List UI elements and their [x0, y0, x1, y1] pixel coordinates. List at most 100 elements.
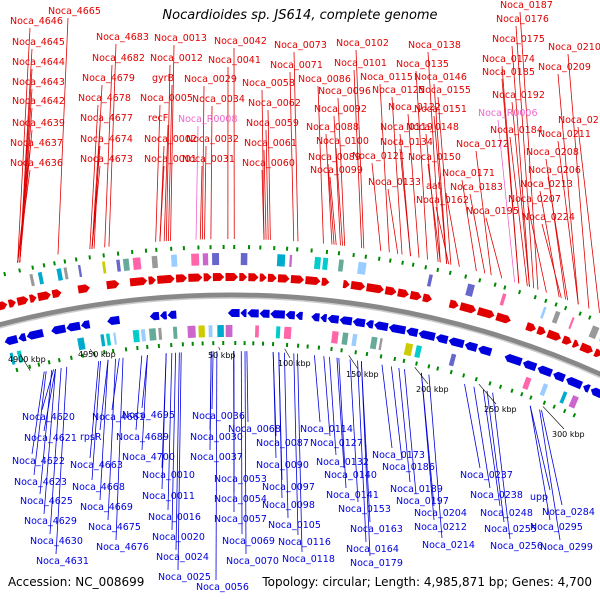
- gene-label-bottom[interactable]: Noca_4700: [122, 452, 175, 463]
- gene-label-bottom[interactable]: Noca_0090: [256, 460, 309, 471]
- gene-label-bottom[interactable]: Noca_4669: [80, 502, 133, 513]
- gene-label-top[interactable]: Noca_0135: [396, 59, 449, 70]
- gene-label-bottom[interactable]: Noca_4695: [122, 410, 175, 421]
- gene-label-top[interactable]: Noca_4679: [82, 73, 135, 84]
- gene-label-bottom[interactable]: Noca_0036: [192, 411, 245, 422]
- gene-label-bottom[interactable]: Noca_0016: [148, 512, 201, 523]
- gene-label-bottom[interactable]: Noca_0010: [142, 470, 195, 481]
- gene-label-top[interactable]: Noca_0206: [528, 165, 581, 176]
- gene-label-top[interactable]: Noca_0210: [548, 42, 600, 53]
- gene-label-bottom[interactable]: Noca_0214: [422, 540, 475, 551]
- gene-label-top[interactable]: Noca_0213: [520, 179, 573, 190]
- gene-label-bottom[interactable]: Noca_0054: [214, 494, 267, 505]
- gene-label-bottom[interactable]: Noca_0025: [158, 572, 211, 583]
- gene-label-bottom[interactable]: Noca_0299: [540, 542, 593, 553]
- gene-label-top[interactable]: Noca_4639: [12, 118, 65, 129]
- gene-label-top[interactable]: Noca_0092: [314, 104, 367, 115]
- gene-label-bottom[interactable]: Noca_0189: [390, 484, 443, 495]
- gene-label-top[interactable]: Noca_0032: [186, 134, 239, 145]
- gene-label-top[interactable]: Noca_0146: [414, 72, 467, 83]
- gene-label-top[interactable]: Noca_0138: [408, 40, 461, 51]
- gene-label-top[interactable]: Noca_4642: [12, 96, 65, 107]
- gene-label-top[interactable]: Noca_0101: [334, 58, 387, 69]
- gene-label-bottom[interactable]: Noca_0179: [350, 558, 403, 569]
- gene-label-top[interactable]: Noca_0174: [482, 54, 535, 65]
- gene-label-top[interactable]: Noca_R0006: [478, 108, 538, 119]
- gene-label-top[interactable]: Noca_0195: [466, 206, 519, 217]
- gene-label-top[interactable]: Noca_0172: [456, 139, 509, 150]
- gene-label-bottom[interactable]: Noca_4625: [20, 496, 73, 507]
- gene-label-bottom[interactable]: Noca_0105: [268, 520, 321, 531]
- gene-label-bottom[interactable]: Noca_0037: [190, 452, 243, 463]
- gene-label-bottom[interactable]: Noca_0163: [350, 524, 403, 535]
- gene-label-bottom[interactable]: Noca_4663: [70, 460, 123, 471]
- gene-label-bottom[interactable]: Noca_0204: [414, 508, 467, 519]
- gene-label-top[interactable]: Noca_0102: [336, 38, 389, 49]
- gene-label-top[interactable]: Noca_0041: [208, 55, 261, 66]
- gene-label-top[interactable]: Noca_0184: [490, 125, 543, 136]
- gene-label-bottom[interactable]: Noca_0164: [346, 544, 399, 555]
- gene-label-top[interactable]: Noca_0042: [214, 36, 267, 47]
- gene-label-bottom[interactable]: Noca_0295: [530, 522, 583, 533]
- gene-label-bottom[interactable]: Noca_0284: [542, 507, 595, 518]
- gene-label-top[interactable]: Noca_0096: [318, 86, 371, 97]
- gene-label-bottom[interactable]: Noca_4630: [30, 536, 83, 547]
- gene-label-top[interactable]: Noca_0151: [414, 104, 467, 115]
- gene-label-top[interactable]: Noca_0224: [522, 212, 575, 223]
- gene-label-bottom[interactable]: Noca_0153: [338, 504, 391, 515]
- gene-label-top[interactable]: Noca_0133: [368, 177, 421, 188]
- gene-label-top[interactable]: Noca_4682: [92, 53, 145, 64]
- gene-label-top[interactable]: Noca_0060: [242, 158, 295, 169]
- gene-label-top[interactable]: Noca_0122: [388, 102, 441, 113]
- gene-label-top[interactable]: Noca_0219: [558, 115, 600, 126]
- gene-label-bottom[interactable]: Noca_0011: [142, 491, 195, 502]
- gene-label-bottom[interactable]: Noca_0070: [226, 556, 279, 567]
- gene-label-bottom[interactable]: Noca_0030: [190, 432, 243, 443]
- gene-label-top[interactable]: Noca_0208: [526, 147, 579, 158]
- gene-label-top[interactable]: Noca_0176: [496, 14, 549, 25]
- gene-label-bottom[interactable]: Noca_0020: [152, 532, 205, 543]
- gene-label-bottom[interactable]: Noca_4661: [92, 412, 145, 423]
- gene-label-bottom[interactable]: Noca_0056: [196, 582, 249, 593]
- gene-label-top[interactable]: Noca_0099: [310, 165, 363, 176]
- gene-label-top[interactable]: aat: [426, 181, 442, 192]
- gene-label-bottom[interactable]: Noca_0068: [228, 424, 281, 435]
- gene-label-top[interactable]: Noca_0125: [372, 85, 425, 96]
- gene-label-top[interactable]: Noca_4643: [12, 77, 65, 88]
- gene-label-bottom[interactable]: Noca_0114: [300, 424, 353, 435]
- gene-label-bottom[interactable]: Noca_4675: [88, 522, 141, 533]
- gene-label-bottom[interactable]: Noca_4620: [22, 412, 75, 423]
- gene-label-bottom[interactable]: Noca_0173: [372, 450, 425, 461]
- gene-label-top[interactable]: Noca_0073: [274, 40, 327, 51]
- gene-label-bottom[interactable]: Noca_0256: [490, 541, 543, 552]
- gene-label-top[interactable]: Noca_0029: [184, 74, 237, 85]
- gene-label-top[interactable]: Noca_0012: [150, 53, 203, 64]
- gene-label-bottom[interactable]: Noca_0057: [214, 514, 267, 525]
- gene-label-bottom[interactable]: Noca_0237: [460, 470, 513, 481]
- gene-label-top[interactable]: Noca_0088: [306, 122, 359, 133]
- gene-label-bottom[interactable]: Noca_0127: [310, 438, 363, 449]
- gene-label-bottom[interactable]: Noca_4622: [12, 456, 65, 467]
- gene-label-bottom[interactable]: Noca_0053: [214, 474, 267, 485]
- gene-label-bottom[interactable]: Noca_0140: [324, 470, 377, 481]
- gene-label-top[interactable]: Noca_4673: [80, 154, 133, 165]
- gene-label-top[interactable]: Noca_0150: [408, 152, 461, 163]
- gene-label-top[interactable]: Noca_4637: [10, 138, 63, 149]
- gene-label-top[interactable]: Noca_4678: [78, 93, 131, 104]
- gene-label-bottom[interactable]: Noca_0186: [382, 462, 435, 473]
- gene-label-top[interactable]: Noca_0171: [442, 168, 495, 179]
- gene-label-top[interactable]: recF: [148, 113, 168, 124]
- gene-label-top[interactable]: Noca_0001: [144, 154, 197, 165]
- gene-label-bottom[interactable]: Noca_4668: [72, 482, 125, 493]
- gene-label-bottom[interactable]: Noca_0118: [282, 554, 335, 565]
- gene-label-top[interactable]: Noca_0100: [316, 136, 369, 147]
- gene-label-bottom[interactable]: Noca_0069: [222, 536, 275, 547]
- gene-label-top[interactable]: Noca_0134: [380, 137, 433, 148]
- gene-label-top[interactable]: Noca_0013: [154, 33, 207, 44]
- gene-label-bottom[interactable]: Noca_4631: [36, 556, 89, 567]
- gene-label-top[interactable]: Noca_0211: [538, 129, 591, 140]
- gene-label-bottom[interactable]: Noca_0087: [256, 438, 309, 449]
- gene-label-bottom[interactable]: Noca_0098: [262, 500, 315, 511]
- gene-label-top[interactable]: Noca_0207: [508, 194, 561, 205]
- gene-label-bottom[interactable]: rpsR: [80, 432, 102, 443]
